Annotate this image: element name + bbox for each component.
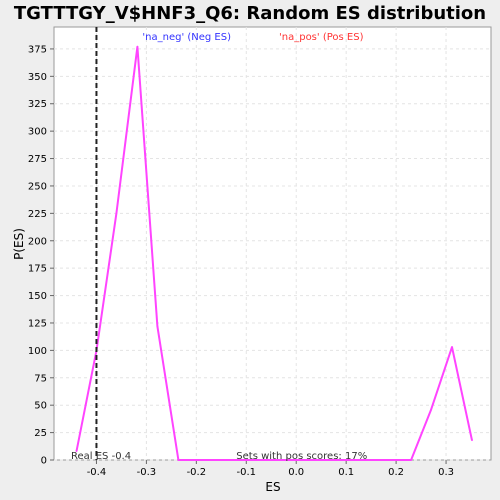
legend-pos-label: 'na_pos' (Pos ES) [279, 32, 364, 43]
pos-scores-annotation: Sets with pos scores: 17% [236, 451, 367, 462]
y-tick-label: 325 [28, 99, 47, 110]
data-point [299, 459, 302, 461]
x-axis-label: ES [265, 480, 280, 494]
legend-neg-label: 'na_neg' (Neg ES) [142, 32, 231, 43]
x-tick-label: 0.0 [288, 467, 304, 478]
x-tick-label: -0.2 [187, 467, 207, 478]
y-tick-label: 350 [28, 72, 47, 83]
data-point [381, 459, 384, 461]
data-point [340, 459, 343, 461]
y-tick-label: 100 [28, 346, 47, 357]
y-tick-label: 250 [28, 181, 47, 192]
x-axis: -0.4 -0.3 -0.2 -0.1 0.0 0.1 0.2 0.3 [87, 460, 454, 478]
real-es-label: Real ES -0.4 [71, 451, 131, 462]
x-tick-label: -0.3 [137, 467, 157, 478]
data-point [156, 325, 159, 328]
data-point [361, 459, 363, 461]
data-point [177, 459, 180, 461]
y-tick-label: 125 [28, 318, 47, 329]
data-point [258, 459, 261, 461]
x-tick-label: -0.4 [87, 467, 107, 478]
x-tick-label: 0.2 [388, 467, 404, 478]
x-tick-label: 0.3 [438, 467, 454, 478]
y-tick-label: 200 [28, 236, 47, 247]
plot-area [53, 26, 492, 461]
data-point [197, 459, 200, 461]
y-tick-label: 375 [28, 44, 47, 55]
y-axis-label: P(ES) [12, 228, 26, 260]
data-point [471, 439, 473, 442]
data-point [451, 346, 453, 348]
data-point [136, 45, 139, 48]
data-point [402, 459, 404, 461]
legend: 'na_neg' (Neg ES) 'na_pos' (Pos ES) [142, 32, 363, 43]
data-point [115, 212, 118, 215]
y-tick-label: 225 [28, 209, 47, 220]
data-point [218, 459, 220, 461]
data-point [320, 459, 322, 461]
y-tick-label: 275 [28, 154, 47, 165]
data-point [238, 459, 241, 461]
y-tick-label: 50 [34, 401, 47, 412]
y-tick-label: 0 [41, 456, 47, 467]
data-point [75, 450, 78, 453]
data-point [279, 459, 282, 461]
y-axis: 0 25 50 75 100 125 150 175 200 225 250 275 300 325 350… [28, 44, 54, 467]
y-tick-label: 175 [28, 264, 47, 275]
chart-title: TGTTTGY_V$HNF3_Q6: Random ES distributio… [14, 3, 486, 24]
y-tick-label: 75 [34, 373, 47, 384]
y-tick-label: 150 [28, 291, 47, 302]
y-tick-label: 25 [34, 428, 47, 439]
data-point [410, 459, 412, 461]
y-tick-label: 300 [28, 127, 47, 138]
data-point [430, 408, 432, 411]
x-tick-label: -0.1 [237, 467, 257, 478]
x-tick-label: 0.1 [338, 467, 354, 478]
